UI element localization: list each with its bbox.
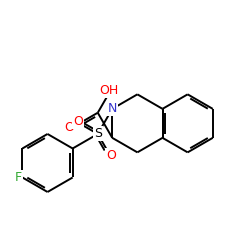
Text: O: O [106, 149, 116, 162]
Text: O: O [73, 116, 83, 128]
Text: N: N [108, 102, 117, 115]
Text: S: S [94, 128, 102, 140]
Text: O: O [64, 121, 74, 134]
Text: F: F [15, 171, 22, 184]
Text: OH: OH [100, 84, 119, 97]
